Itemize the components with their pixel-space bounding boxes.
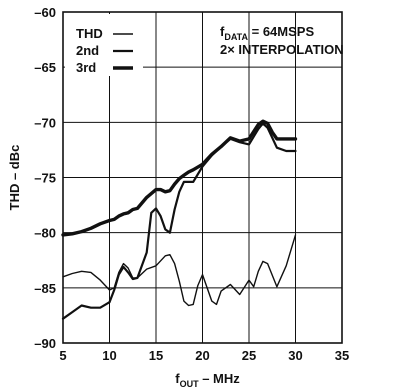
x-tick-label: 30 xyxy=(288,348,302,363)
legend-label: THD xyxy=(76,26,103,41)
y-tick-label: –70 xyxy=(34,115,56,130)
series-line-unlabeled-3 xyxy=(62,234,297,307)
y-tick-label: –90 xyxy=(34,336,56,351)
x-tick-label: 35 xyxy=(335,348,349,363)
y-tick-labels: –60 –65 –70 –75 –80 –85 –90 xyxy=(34,5,56,351)
x-tick-label: 25 xyxy=(242,348,256,363)
annotation-line: fDATA = 64MSPS xyxy=(220,24,314,42)
x-tick-labels: 5 10 15 20 25 30 35 xyxy=(59,348,349,363)
x-tick-label: 5 xyxy=(59,348,66,363)
x-tick-label: 15 xyxy=(149,348,163,363)
y-tick-label: –75 xyxy=(34,171,56,186)
x-axis-title: fOUT – MHz xyxy=(175,371,240,389)
legend-label: 3rd xyxy=(76,60,96,75)
y-tick-label: –60 xyxy=(34,5,56,20)
y-tick-label: –80 xyxy=(34,226,56,241)
annotation-line: 2× INTERPOLATION xyxy=(220,42,344,57)
series-line-2nd xyxy=(61,122,297,320)
legend-box xyxy=(65,14,143,76)
x-tick-label: 20 xyxy=(195,348,209,363)
legend-label: 2nd xyxy=(76,43,99,58)
series-line-3rd xyxy=(61,119,298,237)
plot-frame xyxy=(62,11,343,344)
y-axis-title: THD – dBc xyxy=(7,145,22,211)
legend: THD 2nd 3rd xyxy=(76,26,133,75)
y-tick-label: –65 xyxy=(34,60,56,75)
y-tick-label: –85 xyxy=(34,281,56,296)
x-tick-label: 10 xyxy=(102,348,116,363)
series-group xyxy=(61,119,298,320)
